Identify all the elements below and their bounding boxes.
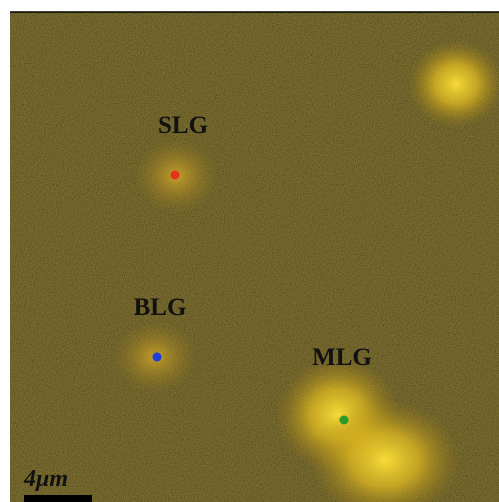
label: SLG	[158, 112, 208, 139]
label: BLG	[134, 294, 187, 321]
scale-bar	[24, 495, 92, 502]
micrograph: SLG BLG MLG 4μm	[0, 0, 499, 502]
marker-dot	[171, 171, 180, 180]
marker-dot	[153, 353, 162, 362]
marker-dot	[340, 416, 349, 425]
page: SLG BLG MLG 4μm (() => { const data = JS…	[0, 0, 499, 502]
scale-bar-label: 4μm	[23, 466, 68, 492]
label: MLG	[312, 344, 372, 371]
